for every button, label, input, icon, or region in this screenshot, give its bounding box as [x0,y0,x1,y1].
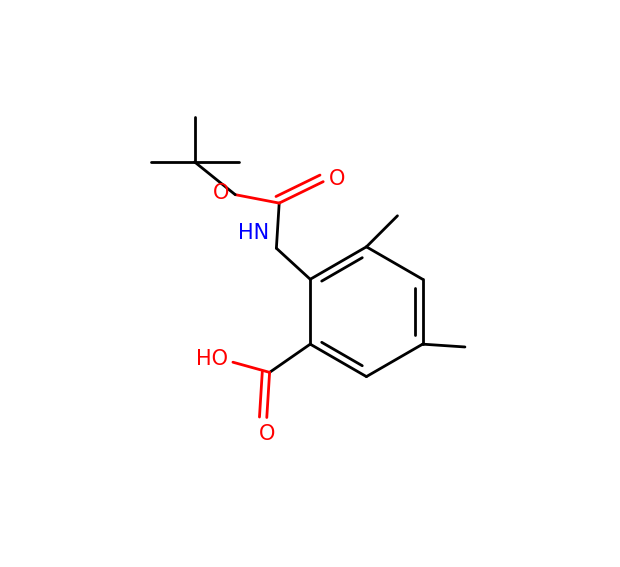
Text: HN: HN [239,223,270,243]
Text: O: O [329,169,345,189]
Text: O: O [213,183,229,203]
Text: HO: HO [197,349,228,369]
Text: O: O [259,424,275,445]
